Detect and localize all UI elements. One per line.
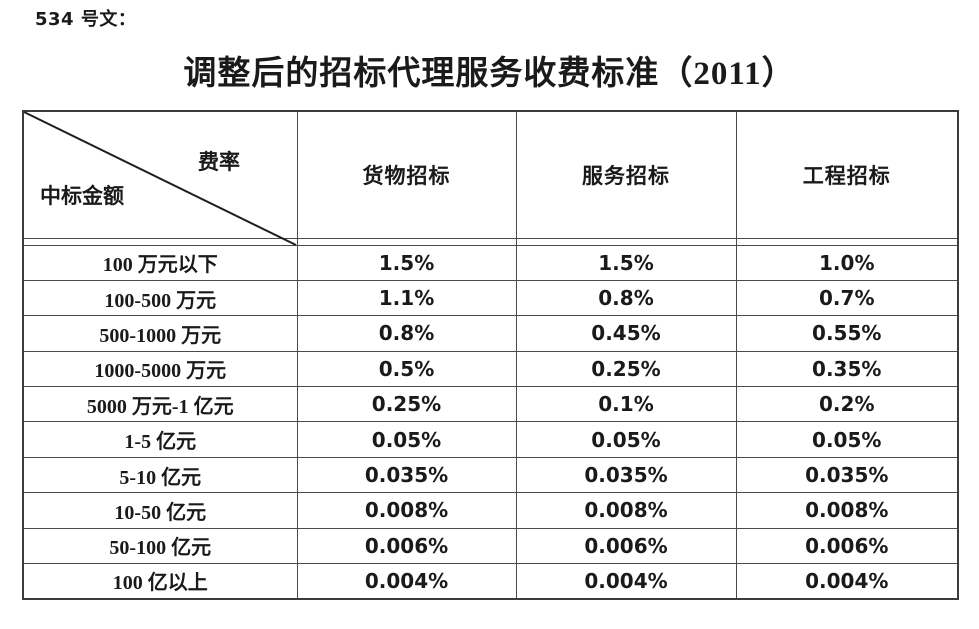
row-label-bid-amount: 5-10 亿元 <box>22 456 298 494</box>
rate-value-cell: 0.8% <box>515 279 737 317</box>
table-row: 50-100 亿元 0.006% 0.006% 0.006% <box>22 527 959 565</box>
table-row: 10-50 亿元 0.008% 0.008% 0.008% <box>22 492 959 529</box>
row-label-bid-amount: 1000-5000 万元 <box>22 350 298 388</box>
table-row: 1000-5000 万元 0.5% 0.25% 0.35% <box>22 350 959 388</box>
fee-table-container: 费率 中标金额 货物招标 服务招标 工程招标 <box>22 110 959 600</box>
fee-rate-table: 货物招标 服务招标 工程招标 100 万元以下 1.5% 1.5% 1.0% 100-5… <box>22 110 959 600</box>
rate-value-cell: 0.006% <box>296 527 517 565</box>
column-header-goods-bidding: 货物招标 <box>296 110 517 239</box>
row-label-bid-amount: 100-500 万元 <box>22 279 298 317</box>
spacer-cell <box>515 237 737 246</box>
corner-header-cell <box>22 110 298 239</box>
spacer-cell <box>296 237 517 246</box>
rate-value-cell: 1.0% <box>735 244 959 281</box>
rate-value-cell: 0.035% <box>735 456 959 494</box>
rate-value-cell: 1.5% <box>296 244 517 281</box>
rate-value-cell: 0.25% <box>515 350 737 388</box>
corner-label-bid-amount: 中标金额 <box>40 184 124 208</box>
rate-value-cell: 0.008% <box>515 492 737 529</box>
rate-value-cell: 0.006% <box>735 527 959 565</box>
fee-table-body: 100 万元以下 1.5% 1.5% 1.0% 100-500 万元 1.1% 0.8% 0.… <box>22 244 959 600</box>
table-row: 100 亿以上 0.004% 0.004% 0.004% <box>22 563 959 600</box>
rate-value-cell: 0.004% <box>296 563 517 600</box>
rate-value-cell: 0.008% <box>735 492 959 529</box>
table-row: 5000 万元-1 亿元 0.25% 0.1% 0.2% <box>22 386 959 423</box>
rate-value-cell: 0.2% <box>735 386 959 423</box>
rate-value-cell: 1.1% <box>296 279 517 317</box>
rate-value-cell: 0.7% <box>735 279 959 317</box>
rate-value-cell: 0.006% <box>515 527 737 565</box>
rate-value-cell: 0.1% <box>515 386 737 423</box>
rate-value-cell: 0.05% <box>735 421 959 458</box>
rate-value-cell: 0.55% <box>735 315 959 352</box>
spacer-cell <box>735 237 959 246</box>
row-label-bid-amount: 100 万元以下 <box>22 244 298 281</box>
rate-value-cell: 0.035% <box>515 456 737 494</box>
rate-value-cell: 0.35% <box>735 350 959 388</box>
row-label-bid-amount: 5000 万元-1 亿元 <box>22 386 298 423</box>
row-label-bid-amount: 100 亿以上 <box>22 563 298 600</box>
rate-value-cell: 0.008% <box>296 492 517 529</box>
rate-value-cell: 0.004% <box>515 563 737 600</box>
row-label-bid-amount: 500-1000 万元 <box>22 315 298 352</box>
table-row: 5-10 亿元 0.035% 0.035% 0.035% <box>22 456 959 494</box>
rate-value-cell: 0.5% <box>296 350 517 388</box>
rate-value-cell: 0.25% <box>296 386 517 423</box>
rate-value-cell: 1.5% <box>515 244 737 281</box>
spacer-cell <box>22 237 298 246</box>
rate-value-cell: 0.035% <box>296 456 517 494</box>
row-label-bid-amount: 10-50 亿元 <box>22 492 298 529</box>
corner-label-rate: 费率 <box>198 150 240 174</box>
rate-value-cell: 0.05% <box>296 421 517 458</box>
header-spacer-row <box>22 237 959 246</box>
table-row: 100 万元以下 1.5% 1.5% 1.0% <box>22 244 959 281</box>
rate-value-cell: 0.8% <box>296 315 517 352</box>
column-header-engineering-bidding: 工程招标 <box>735 110 959 239</box>
table-row: 1-5 亿元 0.05% 0.05% 0.05% <box>22 421 959 458</box>
rate-value-cell: 0.05% <box>515 421 737 458</box>
rate-value-cell: 0.45% <box>515 315 737 352</box>
table-row: 100-500 万元 1.1% 0.8% 0.7% <box>22 279 959 317</box>
table-header-row: 货物招标 服务招标 工程招标 <box>22 110 959 239</box>
column-header-service-bidding: 服务招标 <box>515 110 737 239</box>
doc-reference-number: 534 号文： <box>35 9 137 30</box>
page-title: 调整后的招标代理服务收费标准（2011） <box>183 56 796 92</box>
rate-value-cell: 0.004% <box>735 563 959 600</box>
table-row: 500-1000 万元 0.8% 0.45% 0.55% <box>22 315 959 352</box>
row-label-bid-amount: 50-100 亿元 <box>22 527 298 565</box>
row-label-bid-amount: 1-5 亿元 <box>22 421 298 458</box>
